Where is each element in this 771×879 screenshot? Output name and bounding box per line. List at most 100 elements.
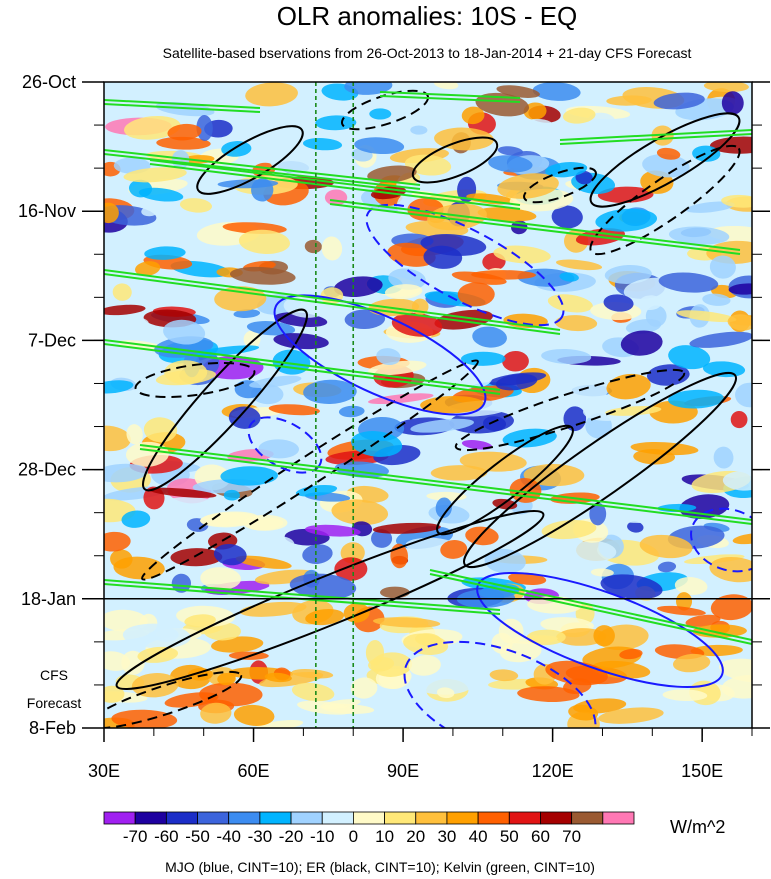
anomaly-patch — [702, 361, 746, 378]
anomaly-patch — [719, 658, 752, 683]
anomaly-patch — [433, 82, 459, 90]
anomaly-patch — [656, 147, 681, 160]
anomaly-patch — [630, 441, 699, 456]
anomaly-patch — [662, 689, 708, 702]
chart-subtitle: Satellite-based bservations from 26-Oct-… — [163, 45, 692, 61]
kelvin-contour — [149, 159, 521, 206]
anomaly-patch — [571, 380, 609, 403]
anomaly-patch — [350, 677, 378, 699]
anomaly-patch — [709, 556, 752, 583]
anomaly-patch — [104, 425, 131, 452]
anomaly-patch — [164, 692, 219, 708]
anomaly-patch — [562, 107, 596, 124]
anomaly-patch — [156, 136, 211, 150]
er-contour — [411, 136, 499, 184]
anomaly-patch — [376, 348, 401, 366]
anomaly-patch — [229, 266, 296, 285]
anomaly-patch — [220, 466, 279, 486]
x-tick-label: 60E — [238, 761, 270, 781]
anomaly-patch — [249, 375, 302, 388]
anomaly-patch — [460, 351, 506, 366]
anomaly-patch — [254, 719, 304, 728]
colorbar-label: 10 — [375, 827, 394, 846]
anomaly-patch — [104, 651, 131, 671]
anomaly-patch — [721, 674, 752, 699]
anomaly-patch — [734, 435, 752, 446]
er-contour — [589, 112, 741, 208]
x-axis: 30E 60E 90E 120E 150E — [88, 728, 753, 781]
anomaly-patch — [427, 203, 487, 231]
anomaly-patch — [135, 261, 161, 276]
er-contour — [463, 371, 737, 569]
anomaly-patch — [126, 424, 143, 445]
anomaly-patch — [291, 669, 334, 679]
anomaly-patch — [384, 284, 423, 300]
anomaly-patch — [200, 567, 242, 590]
er-contour — [134, 361, 256, 399]
colorbar-label: -60 — [154, 827, 179, 846]
anomaly-patch — [625, 318, 662, 334]
anomaly-patch — [526, 629, 566, 646]
mjo-contour — [476, 571, 724, 689]
y-tick-label: 28-Dec — [18, 460, 76, 480]
colorbar: -70 -60 -50 -40 -30 -20 -10 0 10 20 30 40 50 60 70 — [103, 811, 635, 846]
anomaly-patch — [642, 153, 690, 178]
mjo-contour — [403, 640, 597, 728]
kelvin-contour — [104, 273, 561, 335]
colorbar-swatch — [197, 811, 230, 825]
anomaly-patch — [104, 531, 131, 552]
mjo-contour — [365, 203, 565, 327]
anomaly-patch — [321, 236, 343, 261]
anomaly-patch — [179, 198, 213, 213]
anomaly-patch — [141, 206, 160, 217]
colorbar-label: 60 — [531, 827, 550, 846]
colorbar-swatch — [508, 811, 541, 825]
er-contour — [141, 359, 479, 581]
anomaly-patch — [653, 92, 705, 110]
anomaly-patch — [365, 639, 385, 666]
kelvin-contour — [104, 579, 501, 611]
anomaly-patch — [461, 106, 485, 125]
kelvin-contour — [429, 573, 752, 645]
anomaly-patch — [420, 234, 487, 256]
anomaly-patch — [556, 628, 607, 646]
anomaly-patch — [727, 314, 752, 331]
anomaly-patch — [551, 205, 583, 229]
anomaly-patch — [597, 186, 654, 203]
anomaly-patch — [196, 115, 213, 141]
kelvin-contour — [559, 129, 752, 141]
colorbar-units: W/m^2 — [670, 817, 725, 837]
anomaly-patch — [713, 446, 734, 469]
anomaly-patch — [410, 125, 428, 135]
anomaly-patch — [380, 586, 410, 599]
anomaly-patch — [286, 212, 311, 229]
x-tick-label: 90E — [387, 761, 419, 781]
colorbar-label: -40 — [216, 827, 241, 846]
colorbar-swatch — [134, 811, 167, 825]
anomaly-patch — [700, 711, 739, 722]
anomaly-patch — [104, 380, 134, 394]
anomaly-patch — [373, 617, 441, 628]
anomaly-patch — [117, 316, 149, 331]
anomaly-patch — [408, 655, 441, 676]
y-tick-label: 18-Jan — [21, 589, 76, 609]
anomaly-patch — [619, 648, 643, 660]
anomaly-patch — [112, 283, 132, 301]
contour-legend-footnote: MJO (blue, CINT=10); ER (black, CINT=10)… — [165, 859, 595, 875]
anomaly-patch — [620, 330, 663, 356]
colorbar-label: 50 — [500, 827, 519, 846]
colorbar-swatch — [103, 811, 136, 825]
anomaly-patch — [685, 201, 735, 213]
anomaly-patch — [435, 497, 452, 519]
anomaly-patch — [517, 686, 580, 703]
anomaly-patch — [410, 418, 474, 433]
colorbar-swatch — [228, 811, 261, 825]
anomaly-patch — [391, 312, 443, 337]
anomaly-patch — [457, 282, 495, 307]
y-tick-label: 16-Nov — [18, 201, 76, 221]
anomaly-patch — [268, 404, 320, 416]
anomaly-patch — [595, 208, 658, 232]
anomaly-patch — [496, 85, 540, 98]
kelvin-contour — [104, 103, 261, 113]
anomaly-patch — [589, 502, 607, 526]
